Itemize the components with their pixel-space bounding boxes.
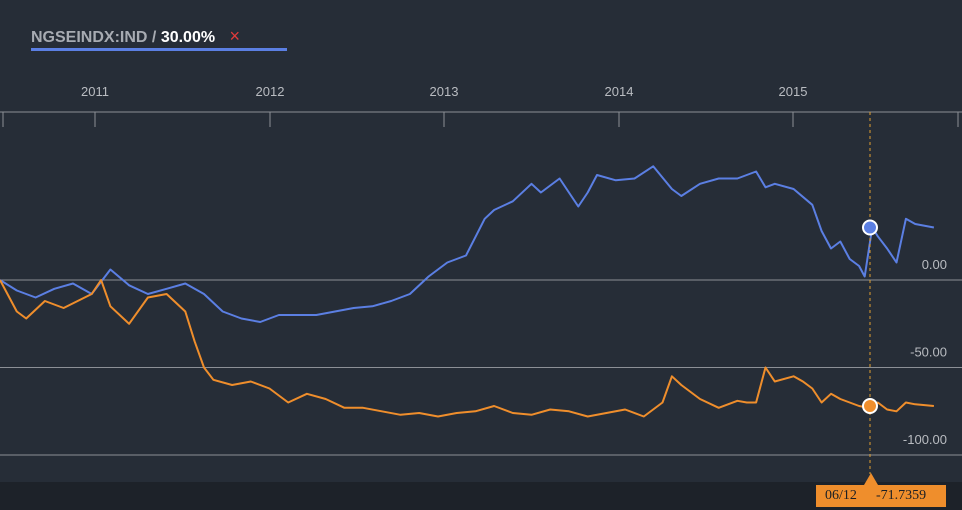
legend: NGSEINDX:IND / 30.00% × xyxy=(31,26,240,47)
legend-underline xyxy=(31,48,287,51)
readout-value: -71.7359 xyxy=(876,488,927,503)
bottom-band xyxy=(0,482,962,510)
end-markers xyxy=(862,219,878,414)
readout-date: 06/12 xyxy=(825,488,857,503)
x-tick-label: 2014 xyxy=(605,84,634,99)
gridlines xyxy=(0,279,962,456)
legend-symbol[interactable]: NGSEINDX:IND xyxy=(31,29,148,46)
close-icon[interactable]: × xyxy=(229,26,241,46)
legend-percent: 30.00% xyxy=(160,29,216,46)
x-tick-label: 2012 xyxy=(256,84,285,99)
legend-separator: / xyxy=(151,29,157,46)
readout-pointer xyxy=(864,473,878,485)
series-line-1 xyxy=(0,165,935,323)
y-axis: 0.00 -50.00 -100.00 xyxy=(903,257,947,447)
series-end-marker-2 xyxy=(862,398,878,414)
x-axis: 2011 2012 2013 2014 2015 xyxy=(0,84,962,127)
y-tick-label: -50.00 xyxy=(910,345,947,360)
x-tick-label: 2011 xyxy=(81,84,109,99)
crosshair-readout: 06/12 -71.7359 xyxy=(816,485,946,507)
y-tick-label: -100.00 xyxy=(903,432,947,447)
series-end-marker-1 xyxy=(862,219,878,236)
y-tick-label: 0.00 xyxy=(922,257,947,272)
x-tick-label: 2013 xyxy=(430,84,459,99)
x-tick-label: 2015 xyxy=(779,84,808,99)
series-layer xyxy=(0,165,935,418)
series-line-2 xyxy=(0,279,934,418)
